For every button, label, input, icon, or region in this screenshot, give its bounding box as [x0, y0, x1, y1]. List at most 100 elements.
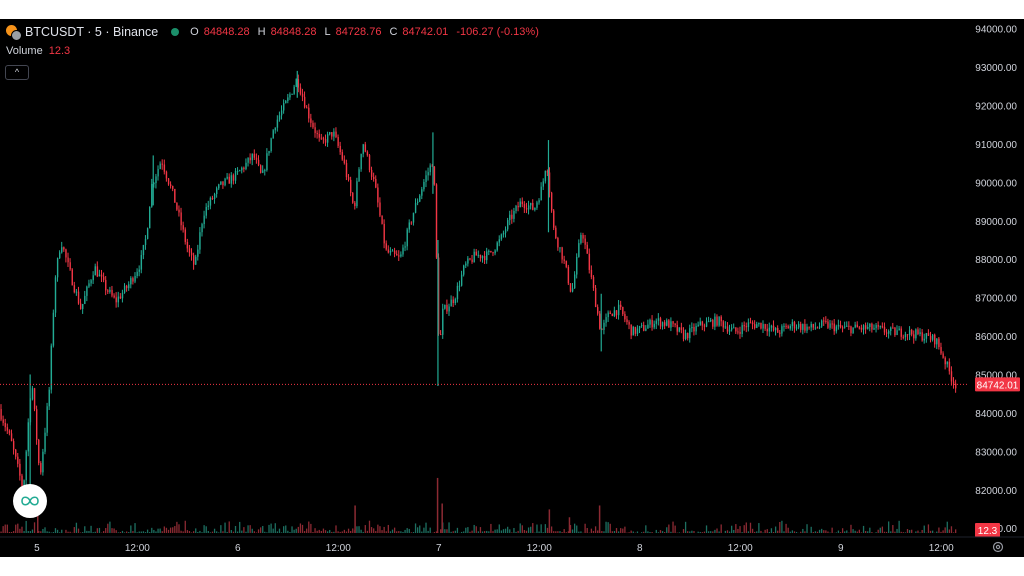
- volume-bar: [412, 532, 415, 533]
- candle-body: [94, 266, 97, 276]
- volume-bar: [270, 523, 272, 533]
- candle-body: [33, 388, 36, 410]
- volume-bar: [25, 520, 27, 533]
- candle-body: [898, 328, 900, 331]
- volume-bar: [287, 530, 289, 533]
- price-chart[interactable]: 94000.00 93000.00 92000.00 91000.00 90000.00…: [0, 19, 1024, 557]
- price-tick-label: 87000.00: [975, 294, 1017, 305]
- candle-body: [557, 238, 559, 248]
- volume-bar: [479, 527, 482, 533]
- volume-bar: [205, 526, 207, 533]
- candle-body: [458, 285, 461, 287]
- candle-body: [555, 227, 557, 239]
- tradingview-logo-icon[interactable]: [13, 484, 47, 518]
- candle-body: [955, 383, 957, 389]
- candle-body: [731, 327, 733, 330]
- volume-bar: [647, 531, 649, 533]
- volume-bar: [360, 529, 362, 533]
- volume-bar: [23, 531, 25, 533]
- candle-body: [703, 325, 706, 327]
- volume-bar: [781, 520, 783, 533]
- candle-body: [670, 321, 672, 328]
- candle-body: [601, 328, 603, 330]
- candle-body: [588, 253, 591, 270]
- candle-body: [768, 327, 771, 332]
- collapse-legend-button[interactable]: ^: [5, 65, 29, 80]
- candle-body: [720, 316, 722, 322]
- candle-body: [804, 324, 806, 331]
- candle-body: [119, 296, 122, 299]
- candle-body: [735, 327, 737, 332]
- chart-area[interactable]: 94000.00 93000.00 92000.00 91000.00 90000.00…: [0, 19, 1024, 557]
- candle-body: [483, 255, 486, 261]
- volume-bar: [149, 532, 151, 533]
- volume-bar: [867, 531, 869, 533]
- gear-icon[interactable]: [992, 541, 1004, 553]
- volume-bar: [48, 531, 50, 533]
- candle-body: [829, 323, 831, 328]
- candle-body: [710, 320, 712, 322]
- volume-bar: [911, 529, 913, 533]
- candle-body: [165, 171, 168, 179]
- candle-body: [276, 119, 279, 128]
- market-status-icon[interactable]: [171, 28, 180, 36]
- volume-bar: [79, 532, 82, 533]
- symbol-title[interactable]: BTCUSDT · 5 · Binance: [25, 25, 159, 39]
- volume-bar: [117, 532, 119, 533]
- volume-bar: [245, 531, 247, 533]
- volume-bar: [946, 521, 948, 533]
- candle-body: [42, 451, 44, 473]
- volume-bar: [728, 531, 731, 533]
- volume-bar: [172, 527, 174, 533]
- candle-body: [785, 325, 787, 327]
- low-key: L: [324, 26, 331, 38]
- volume-bar: [931, 530, 934, 533]
- candle-body: [149, 206, 151, 229]
- candle-body: [299, 87, 302, 94]
- time-tick-label: 5: [34, 543, 40, 554]
- candle-body: [100, 274, 103, 277]
- volume-bar: [777, 530, 779, 533]
- candle-body: [569, 283, 572, 292]
- candle-body: [73, 285, 76, 293]
- volume-bar: [54, 528, 57, 533]
- volume-bar: [15, 524, 17, 533]
- volume-bar: [576, 525, 578, 533]
- candle-body: [770, 325, 773, 328]
- volume-bar: [278, 528, 281, 533]
- candle-body: [172, 185, 174, 189]
- candle-body: [381, 215, 383, 224]
- candle-body: [848, 325, 850, 327]
- candle-body: [220, 181, 222, 185]
- candle-body: [871, 323, 873, 330]
- candle-body: [772, 325, 775, 331]
- volume-bar: [668, 524, 670, 533]
- time-axis[interactable]: 5 12:00 6 12:00 7 12:00 8 12:00 9 12:00: [0, 536, 1024, 554]
- candle-body: [728, 329, 731, 332]
- candle-body: [668, 320, 670, 328]
- volume-bar: [498, 524, 500, 533]
- candle-body: [475, 251, 478, 256]
- volume-bar: [416, 527, 419, 533]
- candle-body: [850, 326, 852, 334]
- volume-bar: [659, 530, 662, 533]
- candle-body: [502, 232, 505, 235]
- volume-bar: [452, 531, 454, 533]
- candle-body: [565, 260, 568, 267]
- candle-body: [678, 327, 681, 332]
- candle-body: [303, 96, 306, 108]
- candle-body: [77, 291, 80, 304]
- candle-body: [35, 409, 38, 440]
- volume-bar: [613, 531, 616, 533]
- volume-bar: [316, 530, 318, 533]
- candle-body: [75, 291, 78, 293]
- volume-bar: [352, 528, 354, 533]
- volume-bar: [283, 526, 285, 533]
- candle-body: [326, 134, 329, 143]
- candle-body: [331, 132, 333, 137]
- price-axis[interactable]: 94000.00 93000.00 92000.00 91000.00 90000.00…: [975, 25, 1020, 537]
- volume-bar: [138, 531, 140, 533]
- volume-bar: [622, 528, 624, 533]
- volume-bar: [764, 529, 766, 533]
- volume-bar: [368, 520, 371, 533]
